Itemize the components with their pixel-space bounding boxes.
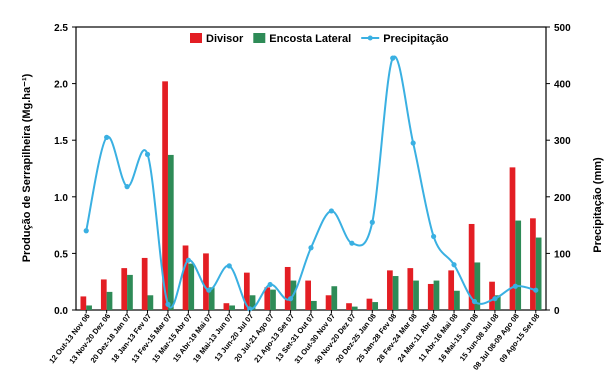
y2-tick-label: 400 [554, 80, 571, 91]
bar-divisor [489, 281, 495, 310]
bar-divisor [243, 272, 250, 310]
bar-divisor [346, 303, 352, 310]
precipitation-point [185, 257, 191, 263]
precipitation-point [410, 140, 416, 146]
bar-encosta-lateral [188, 263, 195, 310]
y2-tick-label: 500 [554, 23, 571, 34]
bar-encosta-lateral [167, 154, 174, 310]
bar-divisor [264, 287, 271, 310]
precipitation-point [533, 287, 539, 293]
precipitation-point [104, 134, 110, 140]
y-axis-left: 0.0 0.5 1.0 1.5 2.0 2.5 [54, 23, 76, 317]
y2-tick-label: 200 [554, 193, 571, 204]
precipitation-point [206, 287, 212, 293]
bar-divisor [182, 245, 189, 310]
precipitation-line [85, 55, 537, 310]
precipitation-point [267, 281, 273, 288]
precipitation-point [144, 151, 151, 157]
legend-label: Divisor [206, 33, 244, 45]
bar-encosta-lateral [413, 280, 419, 310]
bar-divisor [305, 280, 311, 310]
bar-encosta-lateral [229, 305, 235, 310]
y-tick-label: 1.5 [54, 136, 68, 147]
legend-marker [367, 35, 373, 41]
bar-divisor [407, 268, 414, 310]
bar-divisor [427, 283, 434, 310]
bar-divisor [325, 295, 332, 310]
bar-encosta-lateral [208, 287, 215, 310]
bar-encosta-lateral [535, 237, 542, 310]
bar-encosta-lateral [249, 295, 256, 310]
bar-divisor [448, 270, 455, 310]
precipitation-point [247, 306, 253, 312]
precipitation-point [287, 296, 294, 302]
y-tick-label: 0.0 [54, 306, 68, 317]
bar-encosta-lateral [494, 295, 501, 310]
bars-group [80, 81, 542, 310]
bar-encosta-lateral [474, 262, 481, 310]
bar-divisor [80, 296, 87, 310]
precipitation-point [451, 262, 457, 268]
bar-encosta-lateral [372, 302, 379, 310]
bar-encosta-lateral [331, 286, 338, 310]
bar-encosta-lateral [106, 291, 113, 310]
y2-tick-label: 100 [554, 249, 571, 260]
precipitation-point [492, 296, 498, 302]
y-tick-label: 2.5 [54, 23, 68, 34]
legend-label: Precipitação [383, 33, 449, 45]
y-axis-right: 0 100 200 300 400 500 [546, 23, 571, 317]
bar-encosta-lateral [147, 295, 154, 310]
legend-label: Encosta Lateral [269, 33, 351, 45]
bar-divisor [509, 167, 516, 310]
bar-encosta-lateral [270, 289, 276, 310]
y-tick-label: 1.0 [54, 193, 68, 204]
legend: Divisor Encosta Lateral Precipitação [190, 33, 449, 45]
precipitation-point [124, 184, 130, 190]
bar-divisor [366, 298, 373, 310]
bar-encosta-lateral [127, 274, 133, 310]
y2-tick-label: 300 [554, 136, 571, 147]
precipitation-point [165, 301, 171, 307]
bar-divisor [203, 253, 209, 310]
bar-divisor [284, 266, 291, 310]
bar-divisor [387, 270, 393, 310]
precipitation-point [471, 298, 478, 305]
bar-divisor [530, 218, 536, 310]
y2-tick-label: 0 [554, 306, 560, 317]
precipitation-point [390, 55, 396, 61]
bar-divisor [100, 279, 107, 310]
precipitation-line-group [83, 55, 539, 312]
precipitation-point [83, 228, 89, 234]
bar-divisor [468, 223, 475, 310]
bar-encosta-lateral [351, 306, 358, 310]
bar-divisor [223, 303, 230, 310]
precipitation-point [369, 219, 375, 225]
y-tick-label: 2.0 [54, 80, 68, 91]
precipitation-point [226, 263, 232, 269]
bar-divisor [121, 268, 128, 310]
legend-swatch [253, 33, 266, 43]
bar-encosta-lateral [311, 300, 317, 310]
bar-encosta-lateral [392, 276, 399, 310]
bar-encosta-lateral [454, 290, 460, 310]
bar-divisor [162, 81, 168, 310]
precipitation-point [512, 283, 518, 289]
y2-axis-label: Precipitação (mm) [592, 157, 604, 253]
bar-encosta-lateral [86, 305, 92, 310]
y-tick-label: 0.5 [54, 249, 68, 260]
precipitation-point [328, 208, 335, 214]
precipitation-point [349, 240, 355, 246]
bar-encosta-lateral [433, 280, 440, 310]
y-axis-label: Produção de Serrapilheira (Mg.ha⁻¹) [21, 73, 33, 262]
bar-divisor [141, 257, 148, 310]
precipitation-point [308, 245, 314, 251]
precipitation-point [431, 233, 437, 240]
legend-swatch [190, 33, 202, 43]
bar-encosta-lateral [515, 220, 522, 310]
